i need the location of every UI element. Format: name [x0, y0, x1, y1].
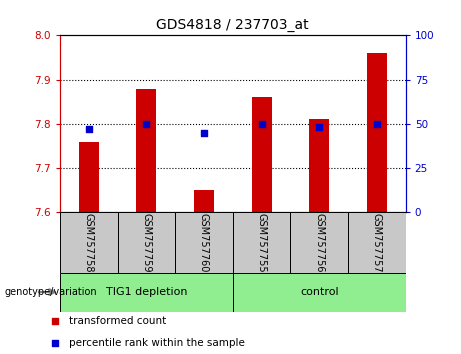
Bar [136, 88, 156, 212]
Bar [118, 212, 175, 273]
Bar [290, 212, 348, 273]
Point [373, 121, 381, 127]
Text: GSM757758: GSM757758 [84, 213, 94, 272]
Text: percentile rank within the sample: percentile rank within the sample [69, 338, 245, 348]
Point [85, 126, 92, 132]
Bar [233, 273, 406, 312]
Text: GSM757760: GSM757760 [199, 213, 209, 272]
Bar [309, 120, 329, 212]
Bar [348, 212, 406, 273]
Text: GSM757759: GSM757759 [142, 213, 151, 272]
Point [200, 130, 207, 136]
Text: control: control [300, 287, 338, 297]
Point [142, 121, 150, 127]
Bar [194, 190, 214, 212]
Text: TIG1 depletion: TIG1 depletion [106, 287, 187, 297]
Text: genotype/variation: genotype/variation [5, 287, 97, 297]
Bar [367, 53, 387, 212]
Text: GSM757755: GSM757755 [257, 213, 266, 272]
Bar [175, 212, 233, 273]
Point [258, 121, 266, 127]
Text: transformed count: transformed count [69, 316, 166, 326]
Point [315, 125, 323, 130]
Bar [60, 273, 233, 312]
Bar [60, 212, 118, 273]
Bar [79, 142, 99, 212]
Text: GSM757756: GSM757756 [314, 213, 324, 272]
Title: GDS4818 / 237703_at: GDS4818 / 237703_at [156, 18, 309, 32]
Bar [233, 212, 290, 273]
Bar [252, 97, 272, 212]
Text: GSM757757: GSM757757 [372, 213, 382, 272]
